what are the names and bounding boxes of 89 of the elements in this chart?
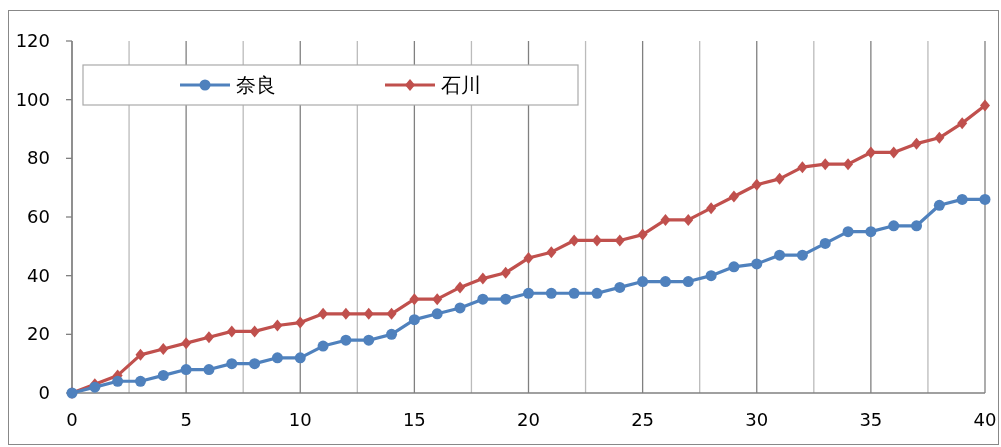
point — [614, 281, 626, 293]
point — [751, 178, 762, 191]
x-tick-label: 25 — [631, 409, 655, 430]
point — [203, 331, 214, 344]
x-tick-label: 20 — [517, 409, 540, 430]
point — [157, 369, 169, 381]
point — [728, 190, 739, 203]
point — [249, 358, 261, 370]
point — [705, 270, 717, 282]
point — [295, 316, 306, 329]
x-tick-label: 30 — [745, 409, 769, 430]
point — [728, 261, 740, 273]
point — [796, 249, 808, 261]
y-tick-label: 40 — [27, 264, 50, 286]
point — [386, 307, 397, 320]
legend-label: 石川 — [441, 73, 481, 97]
point — [386, 328, 398, 340]
point — [226, 358, 238, 370]
point — [408, 314, 420, 326]
point — [455, 281, 466, 294]
point — [682, 276, 694, 288]
point — [911, 220, 923, 232]
y-tick-label: 0 — [38, 382, 50, 403]
legend-label: 奈良 — [236, 73, 276, 97]
point — [819, 237, 831, 249]
y-tick-label: 20 — [27, 323, 50, 345]
point — [820, 158, 831, 171]
point — [683, 213, 694, 226]
point — [317, 340, 329, 352]
point — [523, 252, 534, 265]
point — [911, 137, 922, 150]
point — [112, 375, 124, 387]
point — [134, 375, 146, 387]
point — [135, 348, 146, 361]
point — [477, 293, 489, 305]
x-tick-label: 35 — [859, 409, 883, 430]
point — [980, 99, 990, 112]
point — [591, 287, 603, 299]
point — [774, 249, 786, 261]
point — [934, 131, 945, 144]
point — [957, 117, 968, 130]
point — [363, 334, 375, 346]
point — [340, 334, 352, 346]
point — [523, 287, 534, 299]
point — [865, 146, 876, 159]
point — [363, 307, 374, 320]
point — [432, 293, 443, 306]
x-tick-label: 0 — [66, 409, 78, 430]
point — [546, 246, 557, 259]
point — [933, 199, 945, 211]
point — [979, 193, 991, 205]
point — [956, 193, 968, 205]
x-tick-label: 15 — [402, 409, 426, 430]
point — [294, 352, 306, 364]
point — [660, 213, 671, 226]
point — [774, 172, 785, 185]
point — [637, 228, 648, 241]
point — [797, 161, 808, 174]
point — [659, 276, 671, 288]
x-tick-label: 40 — [973, 409, 997, 430]
y-tick-label: 120 — [15, 30, 50, 51]
point — [706, 202, 717, 215]
point — [158, 343, 169, 355]
point — [842, 226, 854, 238]
point — [477, 272, 488, 285]
point — [751, 258, 763, 270]
point — [568, 287, 580, 299]
point — [226, 325, 237, 338]
y-tick-label: 80 — [27, 147, 50, 169]
point — [500, 293, 512, 305]
point — [888, 220, 900, 232]
point — [181, 337, 192, 350]
point — [500, 266, 511, 279]
point — [865, 226, 877, 238]
point — [637, 276, 649, 288]
x-tick-label: 5 — [180, 409, 192, 430]
y-tick-label: 60 — [27, 206, 50, 227]
x-tick-label: 10 — [288, 409, 312, 430]
point — [180, 364, 192, 376]
point — [409, 293, 420, 306]
point — [454, 302, 466, 314]
point — [272, 319, 283, 332]
point — [203, 364, 215, 376]
point — [340, 307, 351, 320]
point — [431, 308, 443, 320]
y-tick-label: 100 — [15, 88, 50, 110]
point — [271, 352, 283, 364]
point — [843, 158, 854, 171]
point — [545, 287, 557, 299]
